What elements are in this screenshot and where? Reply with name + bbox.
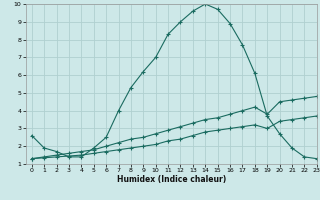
X-axis label: Humidex (Indice chaleur): Humidex (Indice chaleur) [116,175,226,184]
